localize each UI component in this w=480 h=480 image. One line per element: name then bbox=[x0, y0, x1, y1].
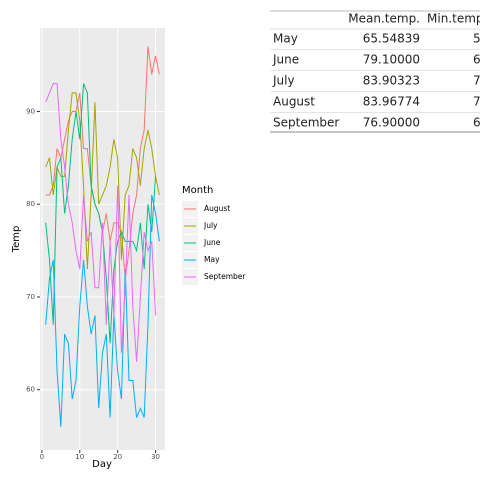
table-cell: 76.90000 bbox=[363, 116, 420, 130]
x-tick-label: 10 bbox=[75, 453, 84, 461]
legend-label: June bbox=[203, 238, 221, 247]
table-cell: 79.10000 bbox=[363, 53, 420, 67]
table-cell: 7 bbox=[473, 95, 480, 109]
y-tick-label: 90 bbox=[26, 107, 35, 115]
legend-label: May bbox=[204, 255, 220, 264]
legend-label: July bbox=[203, 221, 218, 230]
table-cell: 6 bbox=[473, 116, 480, 130]
legend-label: September bbox=[204, 272, 246, 281]
table-header: Mean.temp. bbox=[348, 12, 420, 26]
row-label: June bbox=[272, 53, 299, 67]
row-label: July bbox=[272, 74, 295, 88]
x-tick-label: 30 bbox=[151, 453, 160, 461]
y-tick-label: 80 bbox=[26, 200, 35, 208]
series-line bbox=[45, 83, 157, 362]
table-cell: 5 bbox=[473, 32, 480, 46]
legend-label: August bbox=[204, 204, 230, 213]
y-axis-title: Temp bbox=[11, 226, 22, 254]
row-label: September bbox=[273, 116, 339, 130]
table-cell: 65.54839 bbox=[363, 32, 420, 46]
table-cell: 83.96774 bbox=[363, 95, 420, 109]
row-label: May bbox=[273, 32, 298, 46]
table-cell: 6 bbox=[473, 53, 480, 67]
y-tick-label: 70 bbox=[26, 293, 35, 301]
series-line bbox=[45, 92, 160, 270]
y-tick-label: 60 bbox=[26, 386, 35, 394]
row-label: August bbox=[273, 95, 315, 109]
series-line bbox=[45, 194, 160, 427]
table-cell: 83.90323 bbox=[363, 74, 420, 88]
x-tick-label: 0 bbox=[40, 453, 44, 461]
table-cell: 7 bbox=[473, 74, 480, 88]
series-line bbox=[45, 83, 157, 344]
table-header: Min.temp bbox=[427, 12, 480, 26]
x-tick-label: 20 bbox=[113, 453, 122, 461]
x-axis-title: Day bbox=[92, 459, 112, 470]
legend-title: Month bbox=[182, 185, 213, 196]
